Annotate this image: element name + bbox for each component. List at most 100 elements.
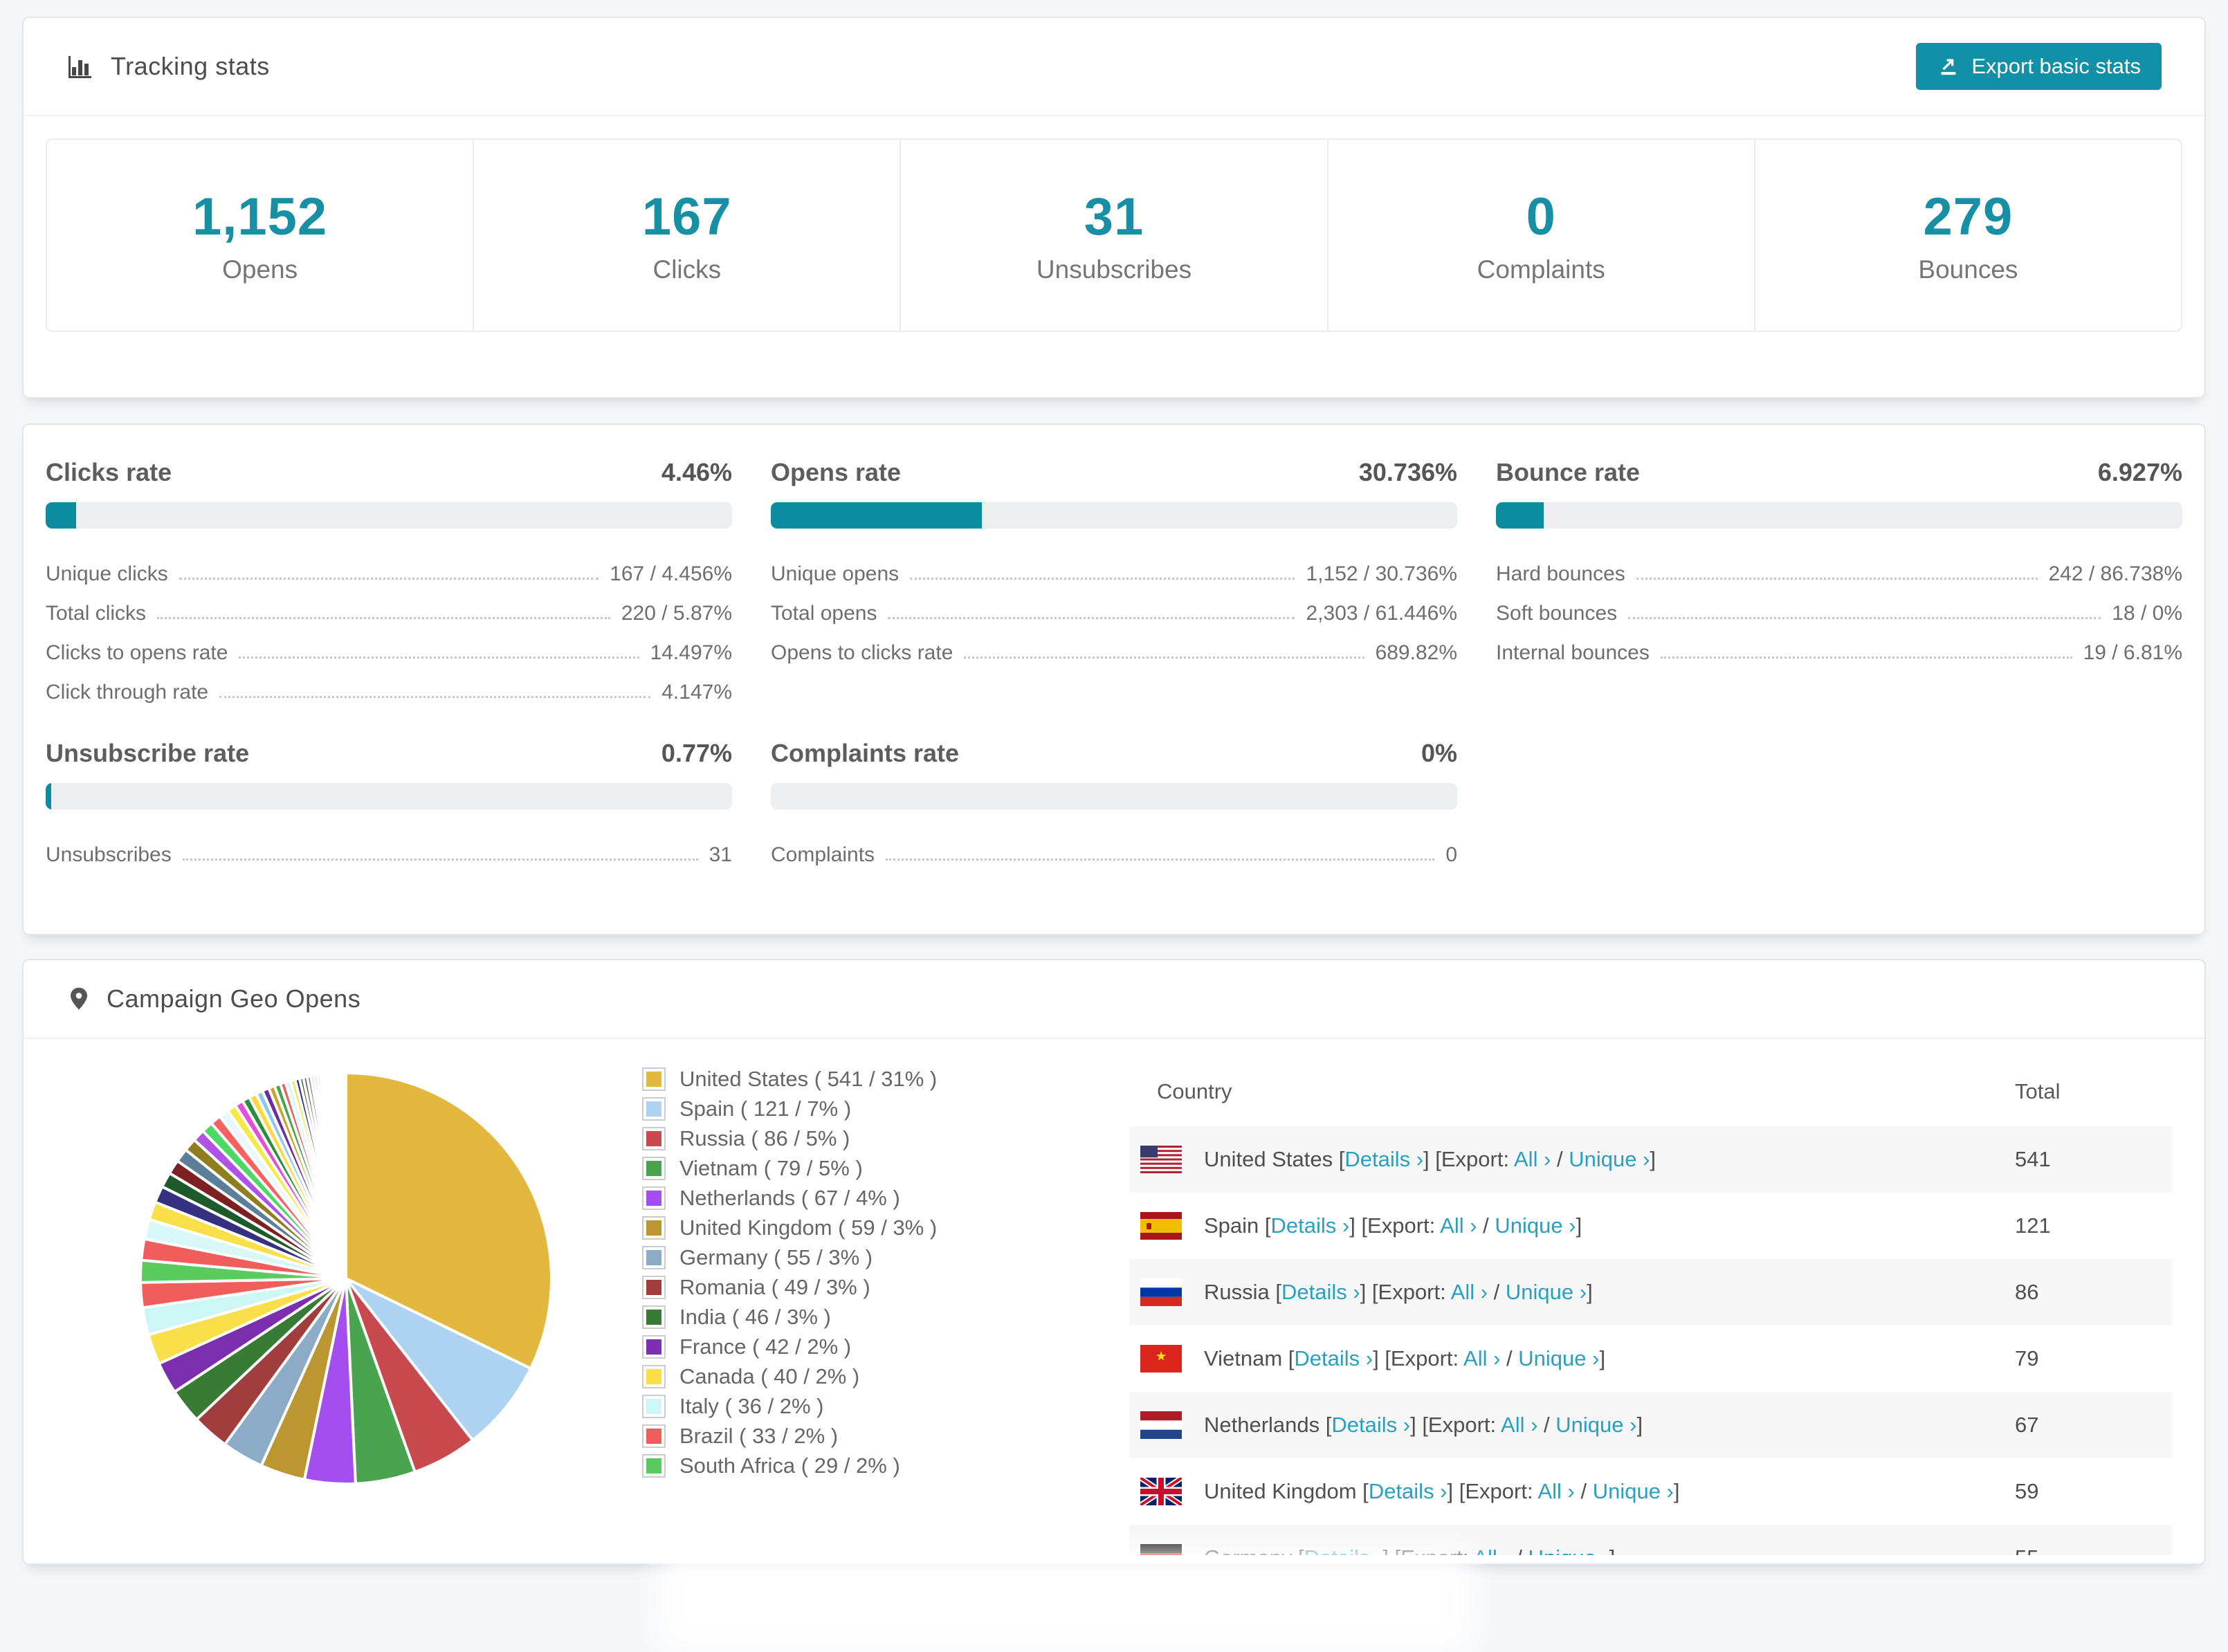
rate-detail-rows: Unique opens 1,152 / 30.736% Total opens 2,… (771, 547, 1457, 665)
rate-detail-value: 0 (1445, 843, 1457, 866)
rate-detail-row: Total opens 2,303 / 61.446% (771, 586, 1457, 625)
table-text: Vietnam [ (1204, 1346, 1295, 1370)
export-unique-link[interactable]: Unique › (1528, 1545, 1609, 1555)
nl-flag-icon (1140, 1411, 1182, 1439)
table-row: Russia [Details ›] [Export: All › / Uniq… (1129, 1259, 2173, 1325)
total-cell: 541 (2015, 1147, 2051, 1171)
details-link[interactable]: Details › (1304, 1545, 1383, 1555)
stat-value: 167 (641, 187, 732, 246)
progress-bar (46, 783, 732, 809)
details-link[interactable]: Details › (1270, 1213, 1350, 1238)
stat-cell: 0 Complaints (1326, 140, 1754, 331)
table-text: / (1488, 1280, 1506, 1304)
stat-label: Complaints (1477, 255, 1605, 284)
progress-bar (46, 502, 732, 529)
table-text: / (1537, 1413, 1556, 1437)
details-link[interactable]: Details › (1294, 1346, 1373, 1370)
rate-detail-row: Hard bounces 242 / 86.738% (1496, 547, 2182, 586)
rate-detail-label: Total opens (771, 602, 877, 625)
legend-label: France ( 42 / 2% ) (679, 1334, 852, 1359)
details-link[interactable]: Details › (1344, 1147, 1424, 1171)
export-all-link[interactable]: All › (1514, 1147, 1551, 1171)
details-link[interactable]: Details › (1331, 1413, 1411, 1437)
table-row: Spain [Details ›] [Export: All › / Uniqu… (1129, 1193, 2173, 1259)
legend-label: Vietnam ( 79 / 5% ) (679, 1155, 863, 1180)
export-all-link[interactable]: All › (1473, 1545, 1510, 1555)
export-all-link[interactable]: All › (1463, 1346, 1501, 1370)
details-link[interactable]: Details › (1281, 1280, 1360, 1304)
rates-card: Clicks rate 4.46% Unique clicks 167 / 4.456… (22, 423, 2206, 935)
legend-label: Germany ( 55 / 3% ) (679, 1245, 873, 1269)
rate-detail-label: Unique clicks (46, 562, 168, 585)
legend-item: France ( 42 / 2% ) (642, 1332, 937, 1361)
map-pin-icon (71, 987, 87, 1010)
legend-item: Brazil ( 33 / 2% ) (642, 1421, 937, 1451)
table-text: / (1551, 1147, 1569, 1171)
pie-legend: United States ( 541 / 31% ) Spain ( 121 /… (642, 1064, 937, 1480)
export-basic-stats-button[interactable]: Export basic stats (1916, 43, 2162, 90)
tracking-stats-header: Tracking stats Export basic stats (24, 18, 2204, 116)
export-all-link[interactable]: All › (1440, 1213, 1477, 1238)
export-unique-link[interactable]: Unique › (1505, 1280, 1587, 1304)
country-cell: Netherlands [Details ›] [Export: All › /… (1204, 1413, 2015, 1438)
progress-bar-fill (1496, 502, 1544, 529)
legend-swatch (642, 1275, 666, 1299)
export-all-link[interactable]: All › (1450, 1280, 1488, 1304)
dotted-leader (1628, 617, 2101, 619)
table-text: United Kingdom [ (1204, 1479, 1369, 1503)
progress-bar-fill (46, 502, 77, 529)
stat-label: Clicks (652, 255, 722, 284)
rate-block: Unsubscribe rate 0.77% Unsubscribes 31 (46, 739, 732, 867)
legend-label: United States ( 541 / 31% ) (679, 1066, 938, 1091)
export-unique-link[interactable]: Unique › (1518, 1346, 1600, 1370)
dotted-leader (910, 578, 1295, 580)
table-text: ] [Export: (1349, 1213, 1441, 1238)
total-cell: 67 (2015, 1413, 2039, 1437)
rate-detail-value: 242 / 86.738% (2048, 562, 2183, 585)
table-text: ] [Export: (1410, 1413, 1501, 1437)
legend-label: Italy ( 36 / 2% ) (679, 1393, 824, 1418)
rate-block: Complaints rate 0% Complaints 0 (771, 739, 1457, 867)
rate-detail-value: 1,152 / 30.736% (1306, 562, 1457, 585)
legend-swatch (642, 1305, 666, 1329)
dotted-leader (888, 617, 1295, 619)
table-row: United Kingdom [Details ›] [Export: All … (1129, 1458, 2173, 1525)
table-text: ] (1673, 1479, 1680, 1503)
rate-detail-row: Clicks to opens rate 14.497% (46, 625, 732, 665)
rate-detail-label: Unique opens (771, 562, 900, 585)
rate-detail-value: 19 / 6.81% (2083, 641, 2182, 664)
export-button-label: Export basic stats (1971, 54, 2141, 78)
table-text: ] (1576, 1213, 1582, 1238)
rate-title: Bounce rate (1496, 458, 1641, 486)
dotted-leader (1660, 657, 2072, 659)
us-flag-icon (1140, 1146, 1182, 1173)
stats-row: 1,152 Opens 167 Clicks 31 Unsubscribes 0 Compla… (46, 138, 2182, 332)
export-all-link[interactable]: All › (1537, 1479, 1575, 1503)
legend-label: Netherlands ( 67 / 4% ) (679, 1185, 900, 1210)
export-unique-link[interactable]: Unique › (1592, 1479, 1674, 1503)
legend-swatch (642, 1394, 666, 1418)
stat-value: 0 (1526, 187, 1556, 246)
legend-label: India ( 46 / 3% ) (679, 1304, 831, 1329)
table-text: ] (1587, 1280, 1593, 1304)
rate-detail-label: Complaints (771, 843, 875, 866)
rate-title: Complaints rate (771, 739, 960, 767)
total-cell: 79 (2015, 1346, 2039, 1370)
export-unique-link[interactable]: Unique › (1569, 1147, 1650, 1171)
stat-cell: 31 Unsubscribes (900, 140, 1326, 331)
export-unique-link[interactable]: Unique › (1555, 1413, 1637, 1437)
rate-detail-value: 31 (709, 843, 732, 866)
stat-value: 1,152 (192, 187, 328, 246)
export-unique-link[interactable]: Unique › (1495, 1213, 1576, 1238)
rate-detail-label: Soft bounces (1496, 602, 1618, 625)
export-all-link[interactable]: All › (1501, 1413, 1538, 1437)
stat-cell: 1,152 Opens (47, 140, 473, 331)
geo-opens-header: Campaign Geo Opens (24, 960, 2204, 1039)
dotted-leader (239, 657, 639, 659)
rate-value: 6.927% (2097, 458, 2182, 486)
rate-detail-row: Total clicks 220 / 5.87% (46, 586, 732, 625)
table-text: ] [Export: (1423, 1147, 1514, 1171)
dotted-leader (182, 859, 698, 861)
geo-opens-title: Campaign Geo Opens (107, 984, 361, 1013)
details-link[interactable]: Details › (1368, 1479, 1448, 1503)
